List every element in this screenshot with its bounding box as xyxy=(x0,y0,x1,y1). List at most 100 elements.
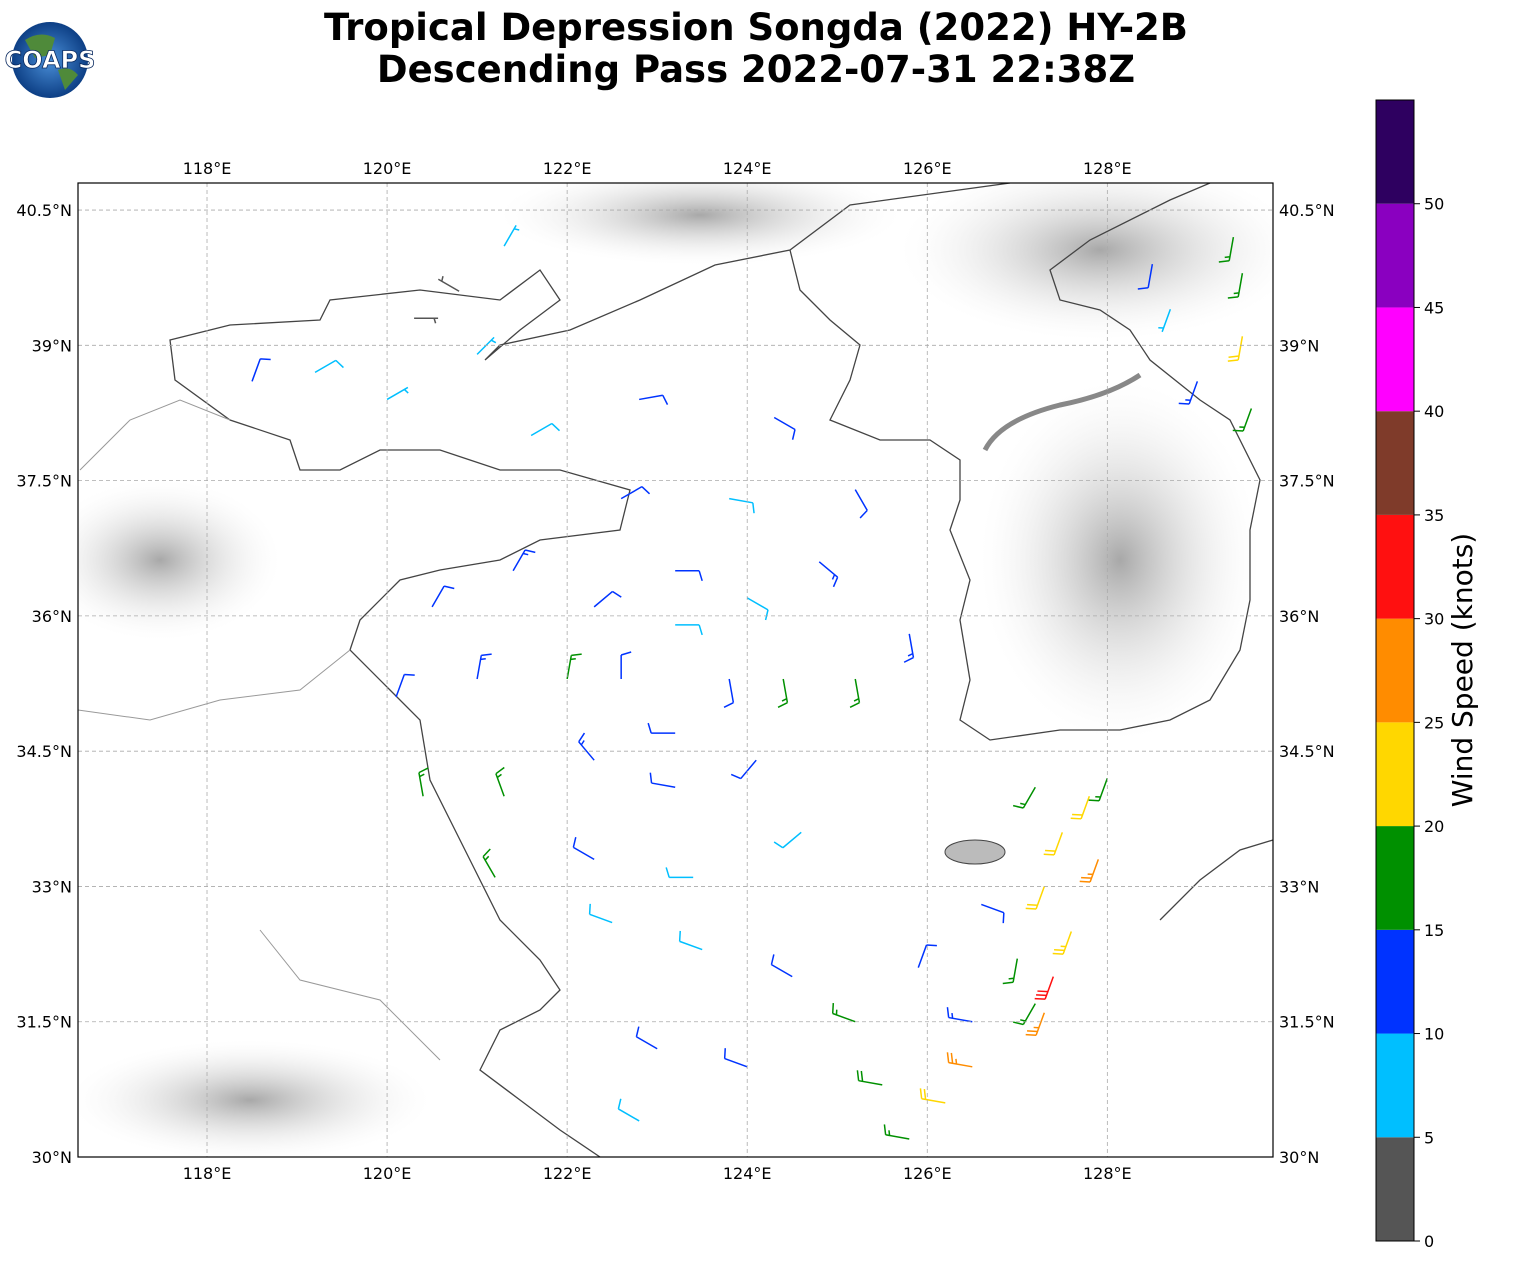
wind-barb xyxy=(1158,309,1172,333)
wind-barb xyxy=(723,678,735,709)
wind-barb xyxy=(773,831,802,849)
x-tick-label: 122°E xyxy=(543,1164,592,1183)
y-tick-label: 40.5°N xyxy=(1279,201,1335,220)
wind-barb xyxy=(1052,931,1073,955)
colorbar-label: Wind Speed (knots) xyxy=(1446,533,1479,807)
colorbar-band xyxy=(1376,100,1414,204)
x-tick-label: 120°E xyxy=(363,1164,412,1183)
province-border xyxy=(78,399,441,1061)
wind-barb xyxy=(1232,408,1253,432)
coastline xyxy=(169,183,1011,1157)
wind-barb xyxy=(1088,777,1109,802)
wind-barb xyxy=(849,678,861,709)
colorbar-tick-label: 40 xyxy=(1424,402,1444,421)
y-tick-label: 31.5°N xyxy=(16,1013,72,1032)
wind-barb xyxy=(649,772,676,788)
x-tick-label: 128°E xyxy=(1083,159,1132,178)
wind-barb xyxy=(639,394,669,405)
y-tick-label: 40.5°N xyxy=(16,201,72,220)
island xyxy=(944,839,1006,865)
wind-barb xyxy=(1070,796,1091,820)
wind-barb xyxy=(414,317,439,324)
wind-barb xyxy=(1137,264,1154,290)
wind-barb xyxy=(1002,958,1019,985)
terrain xyxy=(78,480,280,640)
wind-barb xyxy=(981,903,1005,924)
coastline xyxy=(1159,839,1273,921)
wind-barb xyxy=(856,1070,883,1086)
colorbar-tick-label: 5 xyxy=(1424,1128,1434,1147)
terrain xyxy=(980,380,1260,740)
x-tick-label: 120°E xyxy=(363,159,412,178)
terrain xyxy=(900,183,1273,340)
x-tick-label: 126°E xyxy=(903,1164,952,1183)
wind-barb xyxy=(831,1003,856,1023)
terrain xyxy=(78,1040,430,1157)
y-tick-label: 39°N xyxy=(1279,336,1319,355)
wind-barb xyxy=(476,336,497,355)
wind-barb xyxy=(946,1052,973,1068)
wind-barb xyxy=(675,570,703,582)
colorbar-band xyxy=(1376,618,1414,723)
wind-barb xyxy=(723,1048,748,1068)
colorbar-tick-label: 0 xyxy=(1424,1232,1434,1251)
colorbar-tick-label: 45 xyxy=(1424,298,1444,317)
colorbar-tick-label: 10 xyxy=(1424,1025,1444,1044)
wind-barb xyxy=(678,930,703,951)
wind-barb xyxy=(770,954,793,978)
wind-barb xyxy=(777,678,789,709)
wind-barb xyxy=(1025,1012,1046,1037)
y-tick-label: 36°N xyxy=(1279,607,1319,626)
logo: COAPS xyxy=(4,22,96,98)
wind-barb xyxy=(512,549,536,572)
wind-barb xyxy=(1012,786,1036,809)
wind-barb xyxy=(314,359,344,374)
y-tick-label: 34.5°N xyxy=(16,742,72,761)
x-tick-label: 118°E xyxy=(183,1164,232,1183)
wind-barb xyxy=(431,585,455,608)
y-tick-label: 30°N xyxy=(32,1148,72,1167)
wind-barb xyxy=(903,633,915,663)
y-tick-label: 37.5°N xyxy=(1279,472,1335,491)
terrain xyxy=(500,183,900,265)
wind-barb xyxy=(946,1007,973,1023)
colorbar-band xyxy=(1376,203,1414,308)
colorbar-band xyxy=(1376,307,1414,412)
colorbar-tick-label: 50 xyxy=(1424,195,1444,214)
wind-barb xyxy=(917,944,937,968)
wind-barb xyxy=(418,767,429,797)
wind-barb xyxy=(620,485,651,500)
wind-barb xyxy=(883,1124,910,1140)
wind-barb xyxy=(919,1088,946,1104)
wind-barb xyxy=(572,837,595,861)
logo-land xyxy=(25,34,78,90)
colorbar-band xyxy=(1376,1033,1414,1138)
wind-barb xyxy=(1034,976,1055,1000)
x-tick-label: 128°E xyxy=(1083,1164,1132,1183)
subtitle: Descending Pass 2022-07-31 22:38Z xyxy=(377,48,1135,91)
wind-barb xyxy=(773,416,796,440)
wind-barb xyxy=(620,651,632,680)
wind-barb xyxy=(530,422,561,437)
x-tick-label: 124°E xyxy=(723,1164,772,1183)
wind-barb xyxy=(818,561,839,588)
coastline xyxy=(789,183,1261,741)
wind-barb xyxy=(437,275,460,292)
wind-barb xyxy=(578,732,595,761)
wind-barb xyxy=(1227,336,1244,362)
wind-barb xyxy=(566,653,582,680)
wind-barb xyxy=(675,624,703,636)
wind-barb xyxy=(746,597,769,621)
colorbar-frame xyxy=(1375,99,1415,1242)
y-tick-label: 33°N xyxy=(32,877,72,896)
wind-barb xyxy=(386,386,409,401)
wind-barb xyxy=(593,590,622,608)
y-tick-label: 36°N xyxy=(32,607,72,626)
wind-barb xyxy=(665,867,694,879)
wind-barb xyxy=(854,489,868,519)
wind-barb xyxy=(588,903,613,924)
y-tick-label: 39°N xyxy=(32,336,72,355)
wind-barb xyxy=(395,673,415,698)
wind-barb xyxy=(495,766,505,797)
